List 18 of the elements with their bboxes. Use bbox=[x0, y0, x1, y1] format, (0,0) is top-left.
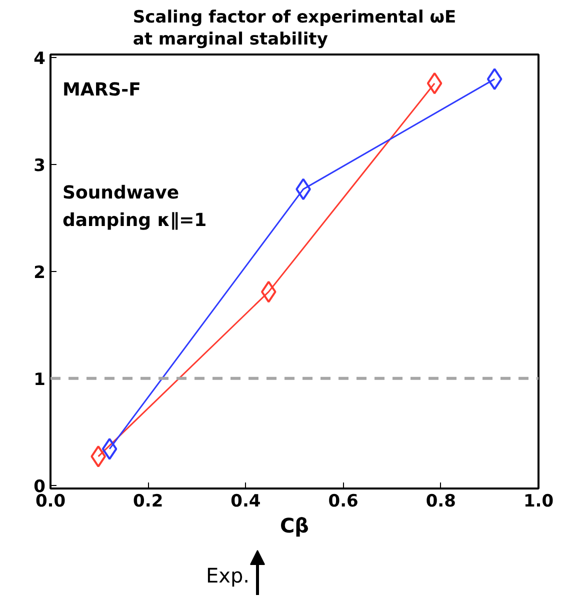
point bbox=[260, 280, 276, 303]
y-tick-label: 3 bbox=[34, 156, 46, 176]
text: Exp. bbox=[206, 564, 250, 588]
y-tick-label: 1 bbox=[34, 370, 46, 390]
annotation: Soundwave damping κ∥=1 bbox=[62, 182, 207, 231]
x-tick-label: 0.4 bbox=[230, 492, 261, 512]
x-tick-label: 1.0 bbox=[523, 492, 554, 512]
y-tick-label: 2 bbox=[34, 263, 46, 283]
x-tick-label: 0.8 bbox=[426, 492, 456, 512]
chart-title: Scaling factor of experimental ωE at marginal stability bbox=[132, 8, 456, 50]
x-axis-title: Cβ bbox=[280, 514, 310, 538]
point bbox=[486, 68, 502, 90]
point bbox=[102, 438, 118, 460]
y-tick-label: 4 bbox=[34, 49, 46, 70]
annotation: MARS-F bbox=[62, 80, 141, 100]
x-tick-label: 0.6 bbox=[328, 492, 358, 512]
x-tick-label: 0.2 bbox=[133, 492, 164, 512]
point bbox=[426, 72, 442, 94]
